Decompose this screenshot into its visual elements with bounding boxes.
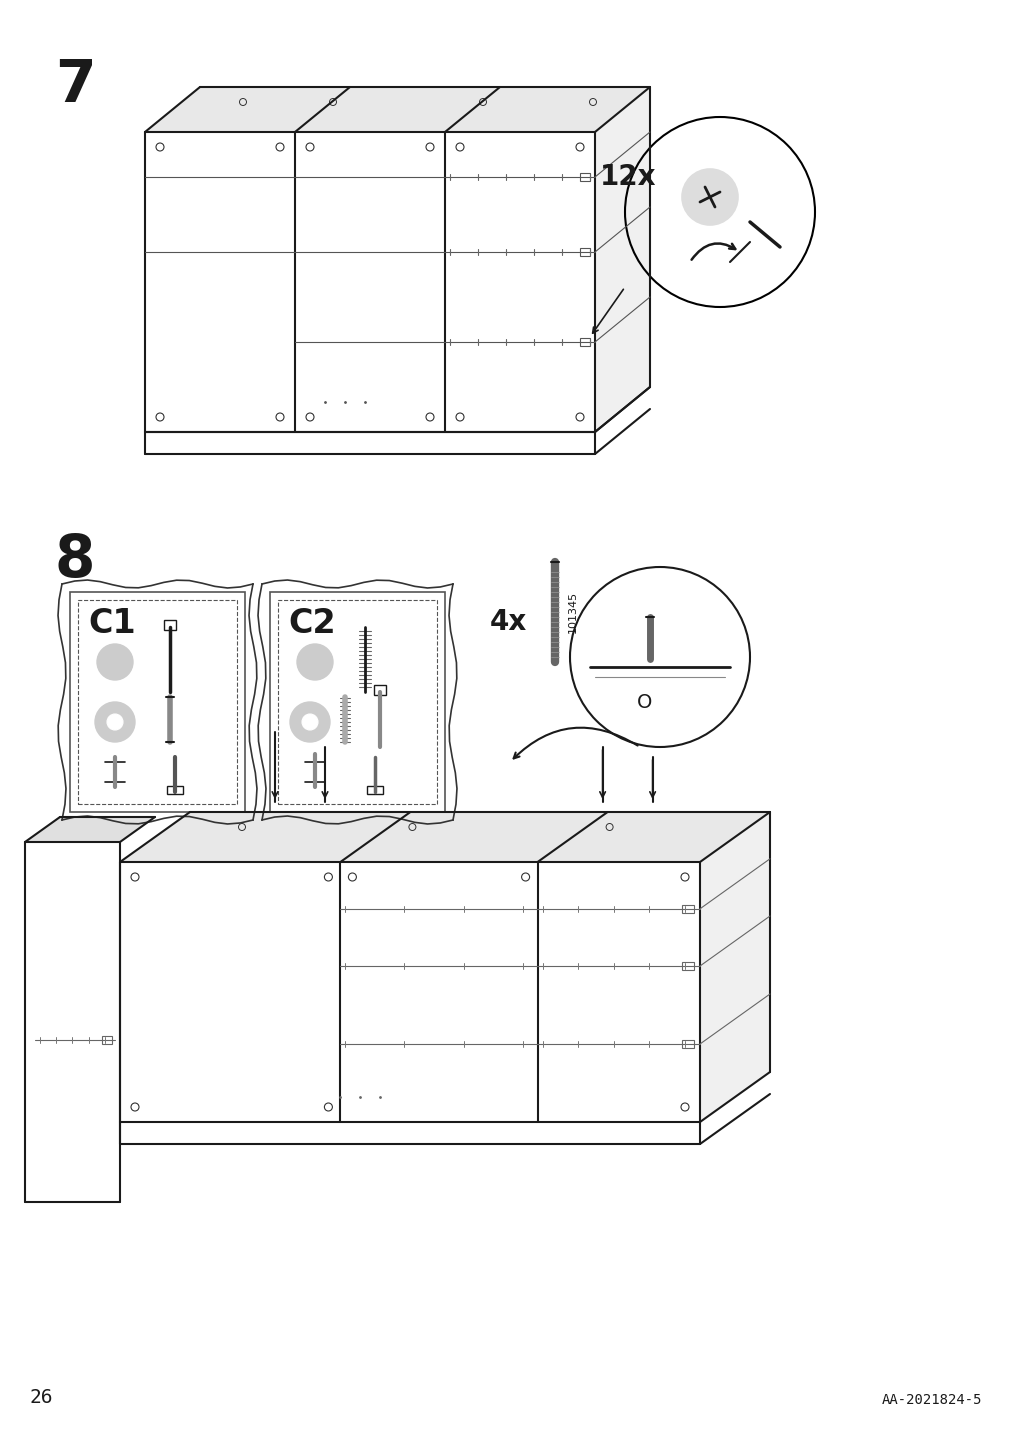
Bar: [70, 591, 245, 812]
Bar: [374, 684, 385, 695]
Bar: [164, 620, 176, 630]
Circle shape: [679, 662, 690, 672]
Bar: [167, 786, 183, 793]
Circle shape: [681, 169, 737, 225]
Bar: [579, 173, 589, 180]
Polygon shape: [594, 87, 649, 432]
Bar: [579, 338, 589, 347]
Polygon shape: [25, 818, 155, 842]
Bar: [579, 248, 589, 256]
Circle shape: [301, 715, 317, 730]
Text: 7: 7: [55, 57, 95, 115]
Polygon shape: [145, 87, 649, 132]
Text: O: O: [637, 693, 652, 712]
Polygon shape: [25, 842, 120, 1201]
Polygon shape: [145, 132, 594, 432]
Bar: [681, 962, 694, 969]
Text: 26: 26: [30, 1388, 54, 1408]
Text: C1: C1: [88, 607, 135, 640]
Text: 101345: 101345: [567, 591, 577, 633]
Circle shape: [641, 659, 657, 674]
Text: AA-2021824-5: AA-2021824-5: [881, 1393, 981, 1408]
Circle shape: [290, 702, 330, 742]
Polygon shape: [120, 812, 769, 862]
Text: 8: 8: [55, 533, 95, 589]
Circle shape: [95, 702, 134, 742]
Circle shape: [107, 715, 123, 730]
Bar: [681, 1040, 694, 1048]
Circle shape: [97, 644, 132, 680]
Text: 12x: 12x: [600, 163, 656, 190]
Bar: [78, 600, 237, 803]
Bar: [102, 1035, 112, 1044]
Text: C2: C2: [288, 607, 336, 640]
Polygon shape: [700, 812, 769, 1123]
Polygon shape: [120, 862, 700, 1123]
Text: 4x: 4x: [489, 609, 527, 636]
Bar: [270, 591, 445, 812]
Bar: [681, 905, 694, 912]
Circle shape: [296, 644, 333, 680]
Bar: [367, 786, 382, 793]
Bar: [278, 600, 437, 803]
